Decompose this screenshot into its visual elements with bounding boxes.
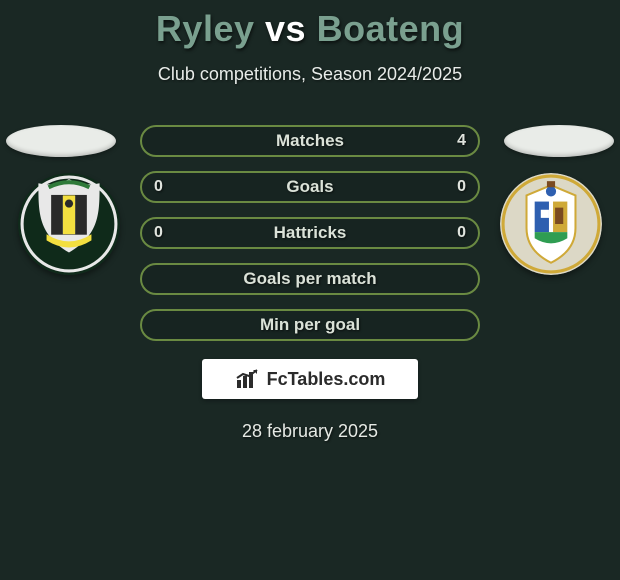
chart-icon <box>235 368 261 390</box>
date-label: 28 february 2025 <box>0 421 620 442</box>
club-crest-left <box>18 173 120 275</box>
title-player1: Ryley <box>156 8 255 49</box>
stat-right-value: 0 <box>457 224 466 242</box>
player1-silhouette <box>6 125 116 157</box>
stat-left-value: 0 <box>154 178 163 196</box>
club-crest-right <box>500 173 602 275</box>
stat-label: Goals per match <box>243 269 376 289</box>
page-title: Ryley vs Boateng <box>0 0 620 50</box>
branding-badge: FcTables.com <box>202 359 418 399</box>
player2-silhouette <box>504 125 614 157</box>
title-vs: vs <box>265 8 306 49</box>
stat-label: Min per goal <box>260 315 360 335</box>
stat-label: Matches <box>276 131 344 151</box>
stat-row-matches: Matches 4 <box>140 125 480 157</box>
stat-row-hattricks: 0 Hattricks 0 <box>140 217 480 249</box>
stat-row-min-per-goal: Min per goal <box>140 309 480 341</box>
title-player2: Boateng <box>317 8 465 49</box>
stat-right-value: 0 <box>457 178 466 196</box>
stats-list: Matches 4 0 Goals 0 0 Hattricks 0 Goals … <box>140 125 480 341</box>
subtitle: Club competitions, Season 2024/2025 <box>0 64 620 85</box>
stat-row-goals: 0 Goals 0 <box>140 171 480 203</box>
stat-label: Goals <box>286 177 333 197</box>
stat-row-goals-per-match: Goals per match <box>140 263 480 295</box>
comparison-panel: Matches 4 0 Goals 0 0 Hattricks 0 Goals … <box>0 125 620 442</box>
stat-label: Hattricks <box>274 223 347 243</box>
stat-left-value: 0 <box>154 224 163 242</box>
stat-right-value: 4 <box>457 132 466 150</box>
branding-text: FcTables.com <box>267 369 386 390</box>
